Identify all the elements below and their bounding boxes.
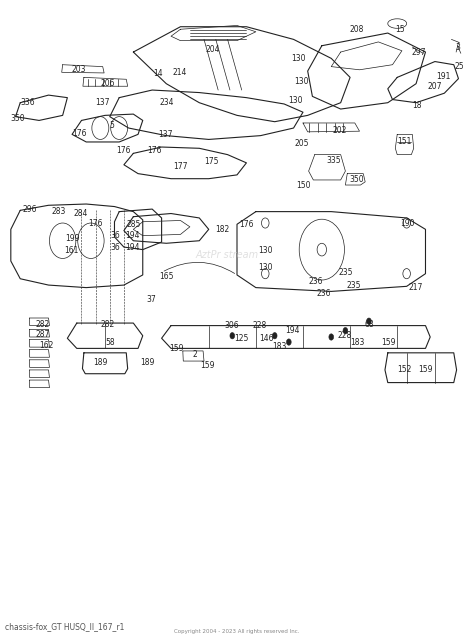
Text: 350: 350 [10,114,25,123]
Text: 150: 150 [296,181,310,190]
Text: 214: 214 [173,68,187,77]
Text: 285: 285 [126,220,140,229]
Text: 36: 36 [110,231,120,240]
Text: 177: 177 [173,162,188,170]
Text: 189: 189 [140,358,155,367]
Text: 2: 2 [192,350,197,359]
Text: 234: 234 [159,98,173,107]
Text: 297: 297 [411,48,426,57]
Text: 235: 235 [346,280,361,289]
Text: 203: 203 [72,66,86,74]
Text: AztPr stream: AztPr stream [196,250,259,259]
Text: 37: 37 [146,294,156,303]
Text: chassis-fox_GT HUSQ_II_167_r1: chassis-fox_GT HUSQ_II_167_r1 [5,622,124,631]
Text: 130: 130 [289,96,303,106]
Text: 125: 125 [235,334,249,343]
Text: 176: 176 [88,219,103,228]
Text: 165: 165 [159,272,173,281]
Circle shape [273,333,277,339]
Text: 204: 204 [205,45,220,54]
Text: 228: 228 [253,321,267,330]
Text: 15: 15 [395,25,404,34]
Circle shape [230,333,235,339]
Text: 3: 3 [455,43,460,52]
Text: 283: 283 [52,207,66,216]
Text: 130: 130 [294,78,308,86]
Text: 25: 25 [455,62,464,71]
Circle shape [286,339,291,345]
Text: 194: 194 [125,242,140,252]
Text: 176: 176 [239,220,254,229]
Text: 5: 5 [109,121,115,130]
Text: 176: 176 [147,146,162,155]
Text: 159: 159 [201,361,215,370]
Text: 162: 162 [39,342,54,350]
Text: 137: 137 [95,98,110,107]
Text: 282: 282 [36,320,50,329]
Text: 190: 190 [401,219,415,228]
Text: 14: 14 [154,69,163,78]
Circle shape [343,328,348,334]
Text: 199: 199 [65,234,79,244]
Text: 194: 194 [285,326,300,335]
Text: 236: 236 [317,289,331,298]
Text: 306: 306 [224,321,238,330]
Text: 183: 183 [350,338,365,347]
Text: 68: 68 [364,320,374,329]
Text: 202: 202 [333,126,347,135]
Text: 183: 183 [272,342,287,351]
Text: 282: 282 [100,320,115,329]
Text: 182: 182 [215,225,229,234]
Text: 205: 205 [295,139,309,148]
Text: 284: 284 [73,209,88,218]
Circle shape [366,318,371,324]
Text: 296: 296 [22,205,37,214]
Text: 350: 350 [350,176,365,184]
Text: 159: 159 [382,338,396,347]
Text: 159: 159 [418,366,433,375]
Text: 151: 151 [397,137,411,146]
Text: 175: 175 [204,157,219,166]
Text: 217: 217 [409,283,423,292]
Text: 146: 146 [259,334,273,343]
Text: 18: 18 [412,100,422,110]
Text: 176: 176 [72,128,86,137]
Text: 335: 335 [326,156,341,165]
Text: 130: 130 [291,54,306,63]
Text: 130: 130 [258,263,273,272]
Text: 206: 206 [100,80,115,88]
Text: 189: 189 [93,358,108,367]
Text: Copyright 2004 - 2023 All rights reserved Inc.: Copyright 2004 - 2023 All rights reserve… [174,629,300,634]
Text: 161: 161 [64,245,78,255]
Text: 137: 137 [158,130,173,139]
Text: 130: 130 [258,246,273,256]
Text: 207: 207 [428,82,442,91]
Text: 287: 287 [36,330,50,339]
Text: 228: 228 [337,331,352,340]
Text: 235: 235 [338,268,353,277]
Text: 208: 208 [350,25,365,34]
Text: 236: 236 [309,277,323,286]
Text: 152: 152 [397,366,411,375]
Text: 191: 191 [436,72,451,81]
Circle shape [329,334,334,340]
Text: 58: 58 [105,338,115,347]
Text: 194: 194 [125,231,140,240]
Text: 159: 159 [169,344,184,353]
Text: 36: 36 [110,242,120,252]
Text: 176: 176 [116,146,130,155]
Text: 336: 336 [20,98,35,107]
